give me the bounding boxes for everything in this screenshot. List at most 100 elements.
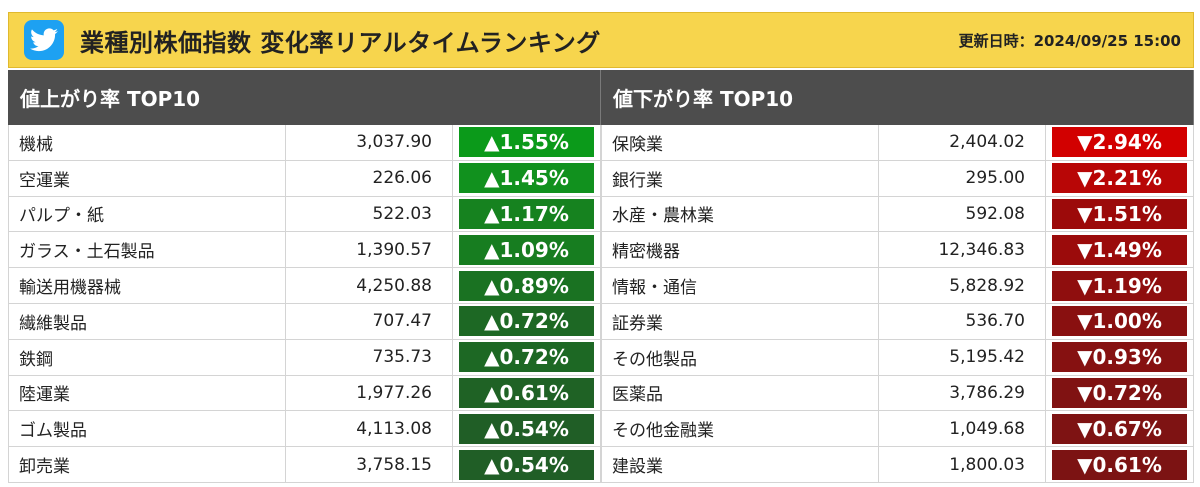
table-row: 機械 3,037.90 ▲1.55% bbox=[8, 125, 601, 161]
change-badge: ▲0.54% bbox=[459, 449, 594, 480]
sector-name: 水産・農林業 bbox=[601, 196, 879, 232]
change-cell: ▼0.93% bbox=[1046, 339, 1194, 375]
change-cell: ▼1.19% bbox=[1046, 268, 1194, 303]
table-row: 卸売業 3,758.15 ▲0.54% bbox=[8, 447, 601, 483]
sector-name: 機械 bbox=[8, 125, 286, 160]
sector-name: 銀行業 bbox=[601, 160, 879, 196]
change-cell: ▲1.09% bbox=[453, 232, 601, 268]
header-bar: 業種別株価指数 変化率リアルタイムランキング 更新日時：2024/09/25 1… bbox=[8, 12, 1194, 68]
change-cell: ▲0.72% bbox=[453, 339, 601, 375]
change-cell: ▼1.00% bbox=[1046, 303, 1194, 339]
gainers-panel: 値上がり率 TOP10 機械 3,037.90 ▲1.55% 空運業 226.06 ▲1.… bbox=[8, 70, 601, 483]
sector-name: 繊維製品 bbox=[8, 303, 286, 339]
change-badge: ▲0.72% bbox=[459, 342, 594, 373]
losers-heading: 値下がり率 TOP10 bbox=[601, 70, 1194, 125]
index-value: 295.00 bbox=[879, 160, 1046, 196]
table-row: 情報・通信 5,828.92 ▼1.19% bbox=[601, 268, 1194, 304]
sector-name: パルプ・紙 bbox=[8, 196, 286, 232]
table-row: 鉄鋼 735.73 ▲0.72% bbox=[8, 339, 601, 376]
table-row: その他製品 5,195.42 ▼0.93% bbox=[601, 339, 1194, 376]
index-value: 4,250.88 bbox=[286, 268, 453, 303]
table-row: 医薬品 3,786.29 ▼0.72% bbox=[601, 375, 1194, 412]
change-badge: ▼0.67% bbox=[1052, 413, 1187, 444]
index-value: 3,758.15 bbox=[286, 447, 453, 482]
table-row: 建設業 1,800.03 ▼0.61% bbox=[601, 447, 1194, 483]
page-title: 業種別株価指数 変化率リアルタイムランキング bbox=[80, 28, 601, 57]
updated-timestamp: 更新日時：2024/09/25 15:00 bbox=[958, 31, 1181, 50]
change-cell: ▲0.54% bbox=[453, 411, 601, 447]
table-row: 銀行業 295.00 ▼2.21% bbox=[601, 160, 1194, 197]
losers-panel: 値下がり率 TOP10 保険業 2,404.02 ▼2.94% 銀行業 295.00 ▼2… bbox=[601, 70, 1194, 483]
gainers-table: 機械 3,037.90 ▲1.55% 空運業 226.06 ▲1.45% パルプ・紙 522.… bbox=[8, 125, 601, 483]
index-value: 735.73 bbox=[286, 339, 453, 375]
change-cell: ▲0.61% bbox=[453, 375, 601, 411]
change-badge: ▲1.45% bbox=[459, 163, 594, 194]
index-value: 536.70 bbox=[879, 303, 1046, 339]
change-cell: ▼2.94% bbox=[1046, 125, 1194, 160]
sector-name: 空運業 bbox=[8, 160, 286, 196]
change-badge: ▲0.54% bbox=[459, 413, 594, 444]
change-badge: ▲1.17% bbox=[459, 198, 594, 229]
sector-name: 卸売業 bbox=[8, 447, 286, 482]
sector-name: その他製品 bbox=[601, 339, 879, 375]
losers-table: 保険業 2,404.02 ▼2.94% 銀行業 295.00 ▼2.21% 水産・農林業 59… bbox=[601, 125, 1194, 483]
change-cell: ▼1.51% bbox=[1046, 196, 1194, 232]
sector-name: 保険業 bbox=[601, 125, 879, 160]
change-cell: ▼2.21% bbox=[1046, 160, 1194, 196]
change-badge: ▼1.19% bbox=[1052, 270, 1187, 301]
change-badge: ▲1.09% bbox=[459, 234, 594, 265]
sector-name: 陸運業 bbox=[8, 375, 286, 411]
change-badge: ▲1.55% bbox=[459, 127, 594, 158]
sector-name: 医薬品 bbox=[601, 375, 879, 411]
change-cell: ▼0.67% bbox=[1046, 411, 1194, 447]
table-row: ガラス・土石製品 1,390.57 ▲1.09% bbox=[8, 232, 601, 269]
sector-name: 証券業 bbox=[601, 303, 879, 339]
index-value: 522.03 bbox=[286, 196, 453, 232]
index-value: 5,195.42 bbox=[879, 339, 1046, 375]
change-cell: ▲0.54% bbox=[453, 447, 601, 482]
sector-name: 輸送用機器械 bbox=[8, 268, 286, 303]
change-cell: ▲1.17% bbox=[453, 196, 601, 232]
sector-name: 建設業 bbox=[601, 447, 879, 482]
change-badge: ▼0.72% bbox=[1052, 377, 1187, 408]
index-value: 3,786.29 bbox=[879, 375, 1046, 411]
ranking-widget: 業種別株価指数 変化率リアルタイムランキング 更新日時：2024/09/25 1… bbox=[8, 12, 1194, 484]
index-value: 1,049.68 bbox=[879, 411, 1046, 447]
change-cell: ▼1.49% bbox=[1046, 232, 1194, 268]
change-badge: ▼1.00% bbox=[1052, 306, 1187, 337]
change-badge: ▲0.72% bbox=[459, 306, 594, 337]
change-badge: ▼2.94% bbox=[1052, 127, 1187, 158]
index-value: 226.06 bbox=[286, 160, 453, 196]
index-value: 1,977.26 bbox=[286, 375, 453, 411]
sector-name: ガラス・土石製品 bbox=[8, 232, 286, 268]
change-badge: ▼1.49% bbox=[1052, 234, 1187, 265]
table-row: 空運業 226.06 ▲1.45% bbox=[8, 160, 601, 197]
table-row: その他金融業 1,049.68 ▼0.67% bbox=[601, 411, 1194, 448]
index-value: 1,800.03 bbox=[879, 447, 1046, 482]
sector-name: 鉄鋼 bbox=[8, 339, 286, 375]
change-badge: ▼1.51% bbox=[1052, 198, 1187, 229]
index-value: 1,390.57 bbox=[286, 232, 453, 268]
table-row: 精密機器 12,346.83 ▼1.49% bbox=[601, 232, 1194, 269]
table-row: パルプ・紙 522.03 ▲1.17% bbox=[8, 196, 601, 233]
index-value: 4,113.08 bbox=[286, 411, 453, 447]
change-badge: ▼0.61% bbox=[1052, 449, 1187, 480]
change-cell: ▲0.89% bbox=[453, 268, 601, 303]
index-value: 707.47 bbox=[286, 303, 453, 339]
index-value: 592.08 bbox=[879, 196, 1046, 232]
change-cell: ▲1.55% bbox=[453, 125, 601, 160]
table-row: 保険業 2,404.02 ▼2.94% bbox=[601, 125, 1194, 161]
change-badge: ▼2.21% bbox=[1052, 163, 1187, 194]
sector-name: 情報・通信 bbox=[601, 268, 879, 303]
change-badge: ▲0.61% bbox=[459, 377, 594, 408]
sector-name: ゴム製品 bbox=[8, 411, 286, 447]
sector-name: その他金融業 bbox=[601, 411, 879, 447]
change-cell: ▲0.72% bbox=[453, 303, 601, 339]
change-badge: ▲0.89% bbox=[459, 270, 594, 301]
index-value: 3,037.90 bbox=[286, 125, 453, 160]
change-badge: ▼0.93% bbox=[1052, 342, 1187, 373]
twitter-bird-icon[interactable] bbox=[24, 20, 64, 60]
change-cell: ▲1.45% bbox=[453, 160, 601, 196]
table-row: 証券業 536.70 ▼1.00% bbox=[601, 303, 1194, 340]
change-cell: ▼0.61% bbox=[1046, 447, 1194, 482]
